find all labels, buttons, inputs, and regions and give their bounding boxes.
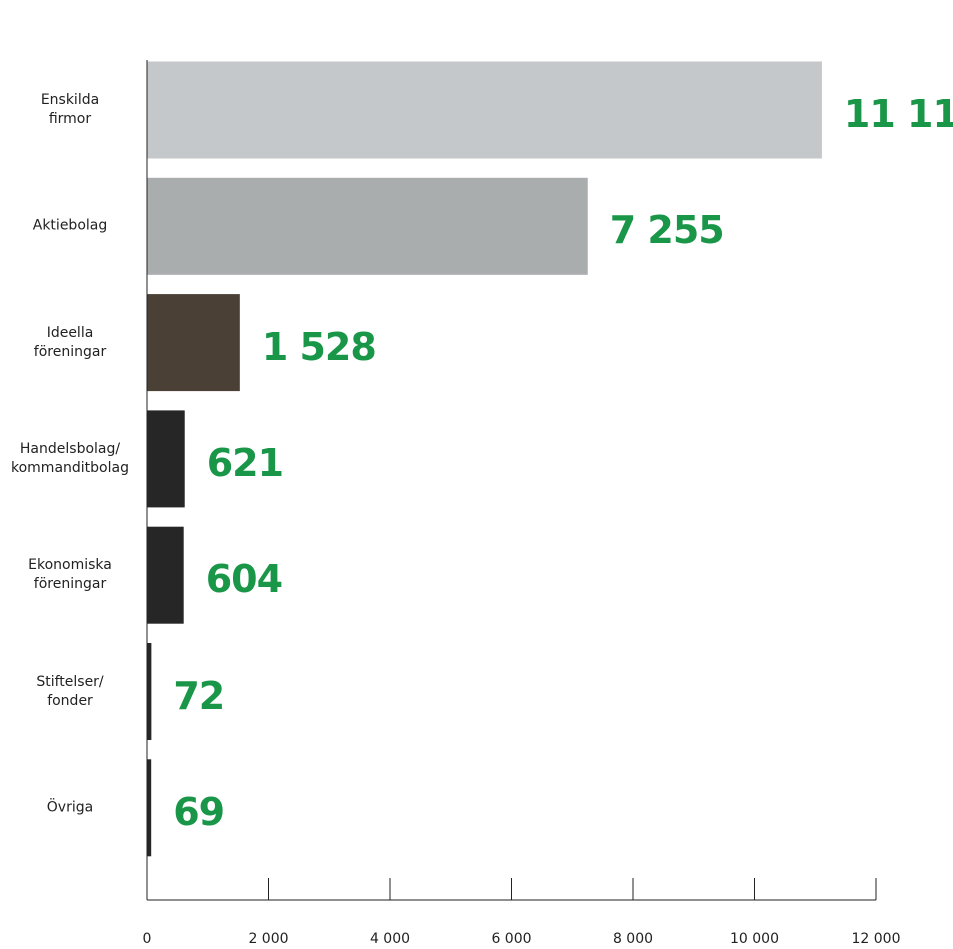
x-tick-label: 6 000 [491,931,531,947]
bar [147,643,151,740]
value-label: 72 [173,674,224,718]
category-label: Ekonomiska föreningar [0,556,140,594]
bar [147,759,151,856]
value-label: 621 [207,441,283,485]
x-tick-label: 0 [143,931,152,947]
bar [147,410,185,507]
x-tick-label: 2 000 [248,931,288,947]
value-label: 1 528 [262,325,376,369]
page: {"chart_data": {"type": "bar", "orientat… [0,0,953,949]
category-label: Enskilda firmor [0,91,140,129]
x-tick-label: 8 000 [613,931,653,947]
value-label: 69 [173,790,224,834]
value-label: 7 255 [610,208,724,252]
category-label: Övriga [0,798,140,817]
category-label: Aktiebolag [0,217,140,236]
bar [147,62,822,159]
bar [147,527,184,624]
bar [147,178,588,275]
x-tick-label: 4 000 [370,931,410,947]
category-label: Ideella föreningar [0,324,140,362]
bar [147,294,240,391]
chart [0,0,953,949]
x-tick-label: 12 000 [852,931,901,947]
value-label: 11 110 [844,92,953,136]
x-tick-label: 10 000 [730,931,779,947]
category-label: Handelsbolag/ kommanditbolag [0,440,140,478]
category-label: Stiftelser/ fonder [0,673,140,711]
value-label: 604 [206,557,282,601]
